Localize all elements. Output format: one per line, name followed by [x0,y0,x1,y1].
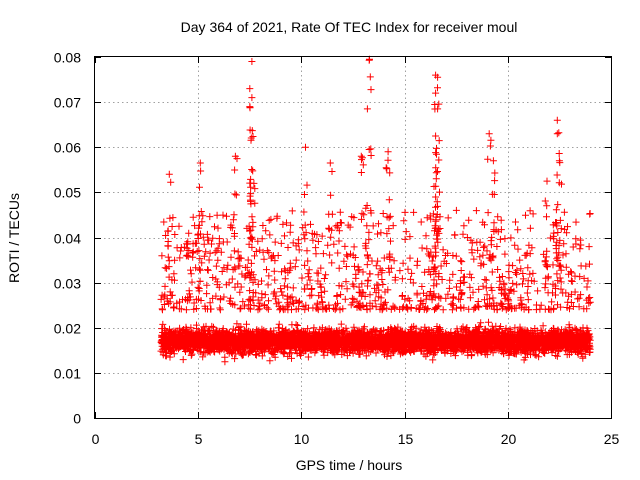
y-tick-label: 0.04 [54,231,81,247]
x-axis-title: GPS time / hours [296,457,403,473]
grid-lines [95,57,611,418]
x-tick-label: 20 [501,431,517,447]
y-tick-label: 0.02 [54,321,81,337]
y-tick-label: 0.03 [54,276,81,292]
data-point-group [443,319,492,360]
data-point-group [484,318,533,364]
x-axis-tick-labels: 0 5 10 15 20 25 [92,431,620,447]
data-point-group [525,321,574,361]
x-tick-label: 5 [195,431,203,447]
data-point-group [158,207,594,314]
data-point-group [362,323,410,360]
data-point-group [321,320,369,360]
x-tick-label: 10 [294,431,310,447]
plot-frame [94,56,612,419]
x-tick-label: 15 [398,431,414,447]
data-point-group [402,322,451,364]
chart-title: Day 364 of 2021, Rate Of TEC Index for r… [181,19,518,35]
axis-ticks [95,57,612,419]
y-tick-label: 0.05 [54,185,81,201]
x-tick-label: 0 [92,431,100,447]
y-tick-label: 0.01 [54,366,81,382]
y-axis-title: ROTI / TECUs [6,193,22,283]
data-points [157,55,594,366]
y-tick-label: 0 [73,411,81,427]
y-tick-label: 0.06 [54,140,81,156]
data-point-group [198,320,247,366]
y-axis-tick-labels: 0 0.01 0.02 0.03 0.04 0.05 0.06 0.07 0.08 [54,50,81,427]
y-tick-label: 0.08 [54,50,81,66]
data-point-group [239,320,288,365]
x-tick-label: 25 [604,431,620,447]
data-point-group [280,321,329,362]
data-point-group [157,320,206,364]
data-point-group [164,130,565,286]
y-tick-label: 0.07 [54,95,81,111]
